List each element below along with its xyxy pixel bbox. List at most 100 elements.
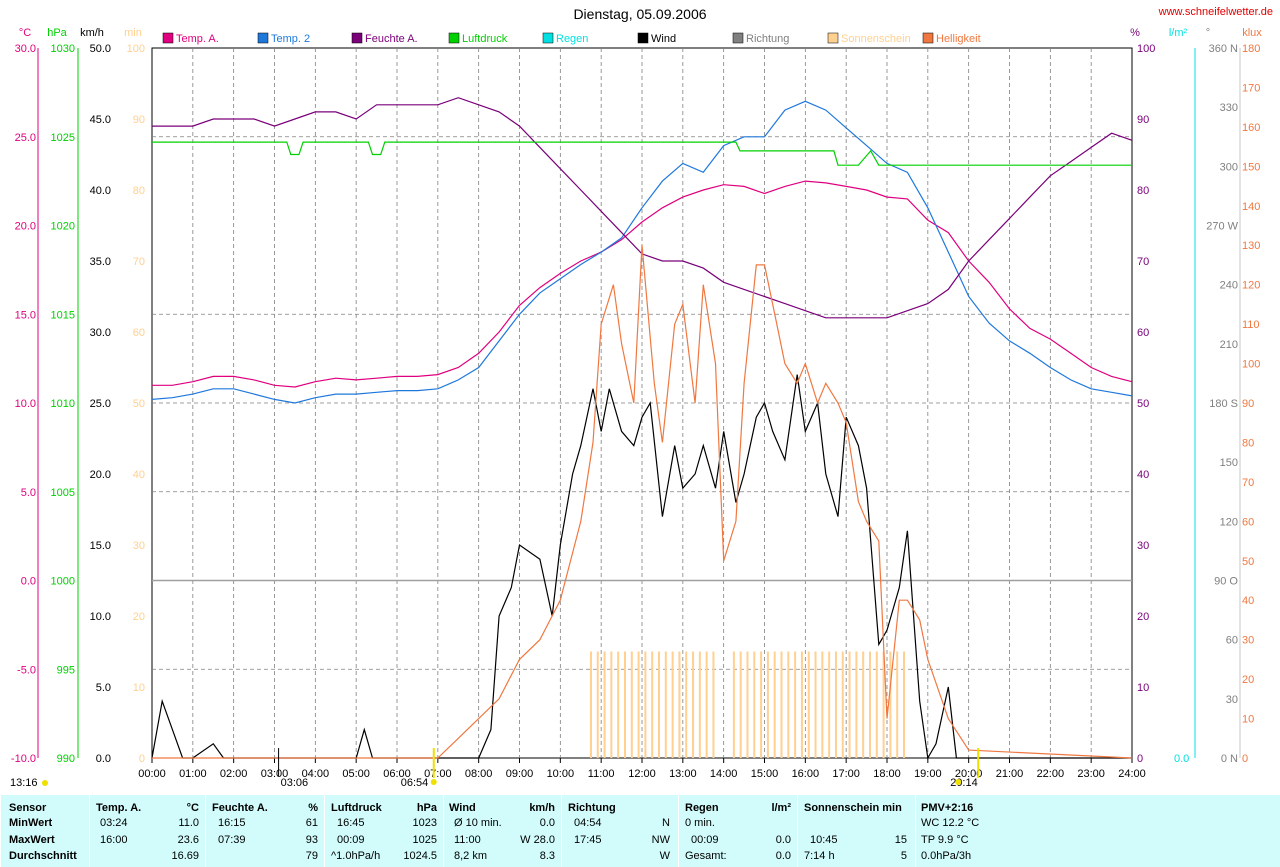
- sonne-total: 7:14 h: [804, 850, 835, 862]
- humidity-tick-8: 20: [1137, 611, 1149, 623]
- temp-tick-5: 5.0: [21, 487, 36, 499]
- pressure-tick-6: 1000: [51, 576, 75, 588]
- x-tick-6: 06:00: [383, 768, 411, 780]
- regen-total-label: Gesamt:: [685, 850, 727, 862]
- lux-tick-1: 170: [1242, 82, 1260, 94]
- legend-swatch-8: [922, 32, 934, 44]
- legend-label-7: Sonnenschein: [841, 33, 911, 45]
- lux-tick-14: 40: [1242, 595, 1254, 607]
- stats-pmv-col: PMV+2:16 WC 12.2 °C TP 9.9 °C 0.0hPa/3h: [915, 795, 1280, 867]
- legend-label-4: Regen: [556, 33, 588, 45]
- richtung-avg-value: W: [659, 850, 670, 862]
- legend-swatch-2: [351, 32, 363, 44]
- wind-header: Wind: [449, 802, 476, 814]
- direction-tick-5: 210: [1220, 339, 1238, 351]
- richtung-min-value: N: [662, 817, 670, 829]
- lux-tick-16: 20: [1242, 674, 1254, 686]
- row-label-avg: Durchschnitt: [9, 850, 77, 862]
- luftdruck-max-time: 00:09: [337, 834, 365, 846]
- weather-chart: Dienstag, 05.09.2006 www.schneifelwetter…: [10, 6, 1273, 789]
- minutes-tick-4: 60: [133, 327, 145, 339]
- wind-tick-5: 25.0: [90, 398, 111, 410]
- legend: Temp. A. Temp. 2 Feuchte A. Luftdruck Regen W…: [162, 32, 981, 45]
- series: [151, 97, 1133, 760]
- pmv-pressure-trend: 0.0hPa/3h: [921, 850, 972, 862]
- luftdruck-max-value: 1025: [412, 834, 437, 846]
- legend-swatch-3: [448, 32, 460, 44]
- luftdruck-min-value: 1023: [412, 817, 437, 829]
- lux-tick-6: 120: [1242, 280, 1260, 292]
- lux-tick-10: 80: [1242, 437, 1254, 449]
- wind-tick-6: 20.0: [90, 469, 111, 481]
- unit-humidity: %: [1130, 27, 1140, 39]
- x-tick-16: 16:00: [792, 768, 820, 780]
- pressure-tick-1: 1025: [51, 132, 75, 144]
- x-tick-13: 13:00: [669, 768, 697, 780]
- lux-tick-3: 150: [1242, 161, 1260, 173]
- minutes-tick-2: 80: [133, 185, 145, 197]
- regen-max-time: 00:09: [691, 834, 719, 846]
- richtung-max-value: NW: [651, 834, 670, 846]
- minutes-tick-7: 30: [133, 540, 145, 552]
- pmv-windchill: WC 12.2 °C: [921, 817, 980, 829]
- regen-duration: 0 min.: [685, 817, 715, 829]
- x-tick-8: 08:00: [465, 768, 493, 780]
- feuchte-avg-value: 79: [305, 850, 318, 862]
- minutes-tick-10: 0: [139, 753, 145, 765]
- lux-tick-12: 60: [1242, 516, 1254, 528]
- wind-avg10-value: 0.0: [539, 817, 555, 829]
- sunrise-label: 06:54: [401, 777, 429, 789]
- row-label-min: MinWert: [9, 817, 53, 829]
- unit-minutes: min: [124, 27, 142, 39]
- lux-tick-7: 110: [1242, 319, 1260, 331]
- unit-pressure: hPa: [47, 27, 67, 39]
- lux-tick-4: 140: [1242, 201, 1260, 213]
- pmv-dewpoint: TP 9.9 °C: [921, 834, 969, 846]
- richtung-max-time: 17:45: [574, 834, 602, 846]
- unit-direction: °: [1206, 27, 1210, 39]
- direction-tick-1: 330: [1220, 102, 1238, 114]
- regen-max-value: 0.0: [775, 834, 791, 846]
- legend-label-3: Luftdruck: [462, 33, 508, 45]
- legend-label-8: Helligkeit: [936, 33, 981, 45]
- pressure-tick-7: 995: [57, 664, 75, 676]
- pressure-tick-3: 1015: [51, 309, 75, 321]
- regen-header: Regen: [685, 802, 719, 814]
- x-tick-14: 14:00: [710, 768, 738, 780]
- axis-units: °C hPa km/h min% l/m² ° klux: [19, 27, 1262, 39]
- sonne-avg-value: 5: [900, 850, 907, 862]
- humidity-tick-0: 100: [1137, 43, 1155, 55]
- minutes-tick-5: 50: [133, 398, 145, 410]
- direction-tick-9: 90 O: [1214, 576, 1238, 588]
- minutes-tick-8: 20: [133, 611, 145, 623]
- stats-wind-col: Wind km/h Ø 10 min. 0.0 11:00 W 28.0 8,2…: [443, 795, 561, 867]
- legend-swatch-1: [257, 32, 269, 44]
- pressure-tick-4: 1010: [51, 398, 75, 410]
- sunrise-dot: [430, 779, 437, 785]
- wind-distance: 8,2 km: [454, 850, 488, 862]
- lux-tick-2: 160: [1242, 122, 1260, 134]
- minutes-tick-1: 90: [133, 114, 145, 126]
- axes: 30.025.020.015.010.05.00.0-5.0-10.010301…: [11, 43, 1260, 780]
- stats-regen-col: Regen l/m² 0 min. 00:09 0.0 Gesamt: 0.0: [678, 795, 797, 867]
- site-url[interactable]: www.schneifelwetter.de: [1158, 6, 1273, 18]
- legend-swatch-6: [732, 32, 744, 44]
- sensor-header: Sensor: [9, 802, 47, 814]
- feuchte-max-value: 93: [305, 834, 318, 846]
- x-tick-12: 12:00: [628, 768, 656, 780]
- x-tick-2: 02:00: [220, 768, 248, 780]
- temp-tick-6: 0.0: [21, 576, 36, 588]
- x-tick-17: 17:00: [832, 768, 860, 780]
- luftdruck-unit: hPa: [416, 802, 437, 814]
- lux-tick-0: 180: [1242, 43, 1260, 55]
- temp-tick-4: 10.0: [15, 398, 36, 410]
- pressure-tick-2: 1020: [51, 221, 75, 233]
- minutes-tick-9: 10: [133, 682, 145, 694]
- x-tick-7: 07:00: [424, 768, 452, 780]
- pressure-tick-0: 1030: [51, 43, 75, 55]
- series-line-3: [152, 141, 1132, 166]
- stats-luftdruck-col: Luftdruck hPa 16:45 1023 00:09 1025 ^1.0…: [324, 795, 443, 867]
- x-tick-10: 10:00: [547, 768, 575, 780]
- temp-max-value: 23.6: [177, 834, 199, 846]
- rain-tick-0: 0.0: [1174, 753, 1189, 765]
